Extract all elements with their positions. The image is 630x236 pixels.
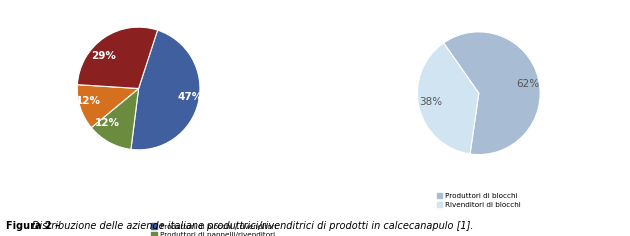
Text: 29%: 29% bbox=[91, 51, 116, 60]
Text: 62%: 62% bbox=[516, 79, 539, 89]
Text: Figura 2 –: Figura 2 – bbox=[6, 221, 64, 231]
Wedge shape bbox=[131, 30, 200, 150]
Wedge shape bbox=[91, 88, 139, 149]
Wedge shape bbox=[77, 27, 158, 88]
Legend: Produttori di blocchi, Rivenditori di blocchi: Produttori di blocchi, Rivenditori di bl… bbox=[435, 192, 522, 209]
Wedge shape bbox=[77, 85, 139, 128]
Text: 38%: 38% bbox=[419, 97, 442, 107]
Wedge shape bbox=[444, 32, 540, 155]
Text: 12%: 12% bbox=[76, 96, 101, 106]
Legend: Produttori di blocchi / rivenditori, Produttori di pannelli/rivenditori, Intonac: Produttori di blocchi / rivenditori, Pro… bbox=[150, 222, 348, 236]
Wedge shape bbox=[418, 43, 479, 154]
Text: Distribuzione delle aziende italiane produttrici/rivenditrici di prodotti in cal: Distribuzione delle aziende italiane pro… bbox=[32, 221, 473, 231]
Text: 47%: 47% bbox=[178, 92, 203, 102]
Text: 12%: 12% bbox=[94, 118, 120, 128]
